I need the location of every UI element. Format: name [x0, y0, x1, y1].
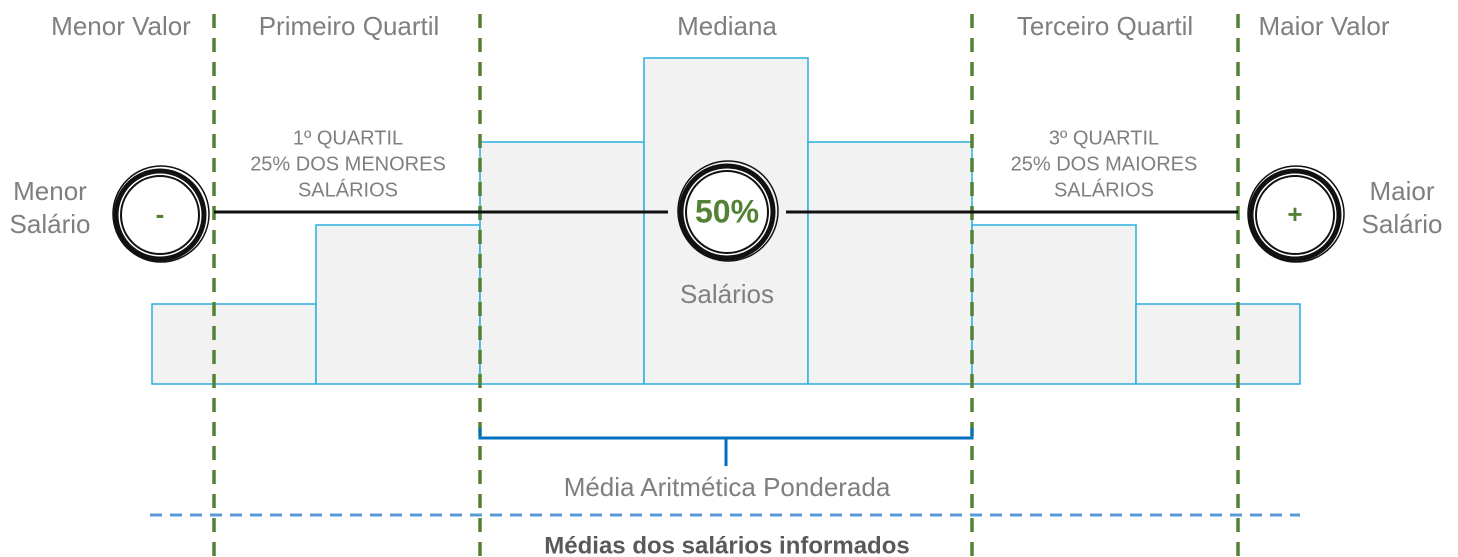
header: Maior Valor [1258, 11, 1389, 41]
side-label: Salário [10, 209, 91, 239]
min-circle: - [112, 165, 210, 263]
note: 1º QUARTIL [293, 127, 403, 149]
footer: Médias dos salários informados [544, 532, 909, 557]
note: 25% DOS MAIORES [1011, 153, 1198, 175]
note: SALÁRIOS [1054, 178, 1154, 201]
note: 3º QUARTIL [1049, 127, 1159, 149]
bar [971, 224, 1137, 385]
ring [1248, 168, 1342, 262]
max-symbol: + [1287, 199, 1302, 229]
ring [678, 163, 776, 261]
ring [113, 168, 207, 262]
ring [677, 160, 779, 262]
max-circle: + [1247, 165, 1345, 263]
ring [1247, 165, 1345, 263]
side-label: Maior [1369, 176, 1434, 206]
median-value: 50% [695, 193, 759, 229]
header: Mediana [677, 11, 777, 41]
header: Terceiro Quartil [1017, 11, 1193, 41]
note: 25% DOS MENORES [250, 153, 446, 175]
note: SALÁRIOS [298, 178, 398, 201]
median-circle: 50% [677, 160, 779, 262]
side-label: Menor [13, 176, 87, 206]
ring [685, 170, 769, 254]
bar [315, 224, 481, 385]
bracket [478, 428, 974, 466]
ring [112, 165, 210, 263]
median-caption: Salários [680, 279, 774, 309]
histogram [151, 57, 1301, 385]
bar [151, 303, 317, 385]
bar [807, 141, 973, 385]
min-symbol: - [156, 199, 165, 229]
bracket-label: Média Aritmética Ponderada [564, 472, 891, 502]
ring [1255, 175, 1335, 255]
header: Primeiro Quartil [259, 11, 440, 41]
bar [479, 141, 645, 385]
header: Menor Valor [51, 11, 191, 41]
ring [120, 175, 200, 255]
bar [1135, 303, 1301, 385]
side-label: Salário [1362, 209, 1443, 239]
